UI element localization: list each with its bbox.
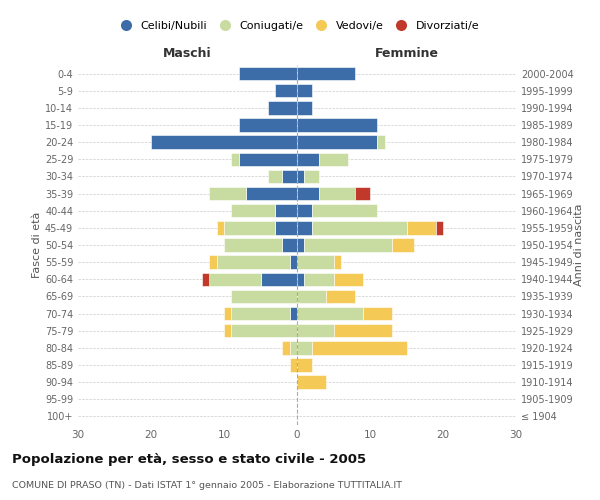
Bar <box>297 376 326 389</box>
Bar <box>283 341 290 354</box>
Bar <box>319 187 355 200</box>
Bar <box>297 152 319 166</box>
Bar <box>224 324 232 338</box>
Bar <box>297 341 311 354</box>
Bar <box>297 136 377 149</box>
Bar <box>202 272 209 286</box>
Bar <box>260 272 297 286</box>
Bar <box>304 238 392 252</box>
Bar <box>275 221 297 234</box>
Bar <box>297 170 304 183</box>
Bar <box>232 307 290 320</box>
Bar <box>304 272 334 286</box>
Bar <box>232 324 297 338</box>
Bar <box>311 204 377 218</box>
Bar <box>232 152 239 166</box>
Bar <box>297 358 311 372</box>
Bar <box>311 341 407 354</box>
Bar <box>297 84 311 98</box>
Bar <box>297 221 311 234</box>
Bar <box>334 272 362 286</box>
Bar <box>355 187 370 200</box>
Bar <box>297 118 377 132</box>
Bar <box>290 256 297 269</box>
Bar <box>217 221 224 234</box>
Bar <box>297 101 311 114</box>
Bar <box>209 272 260 286</box>
Bar <box>297 67 355 80</box>
Bar <box>217 256 290 269</box>
Bar <box>334 256 341 269</box>
Bar <box>326 290 355 303</box>
Bar <box>151 136 297 149</box>
Bar <box>297 256 334 269</box>
Bar <box>209 187 246 200</box>
Bar <box>239 67 297 80</box>
Bar <box>268 101 297 114</box>
Bar <box>224 238 283 252</box>
Bar <box>283 238 297 252</box>
Bar <box>283 170 297 183</box>
Bar <box>239 118 297 132</box>
Bar <box>268 170 283 183</box>
Bar <box>297 204 311 218</box>
Text: Popolazione per età, sesso e stato civile - 2005: Popolazione per età, sesso e stato civil… <box>12 452 366 466</box>
Bar <box>275 84 297 98</box>
Bar <box>304 170 319 183</box>
Bar <box>297 272 304 286</box>
Text: Maschi: Maschi <box>163 47 212 60</box>
Bar <box>232 204 275 218</box>
Bar <box>239 152 297 166</box>
Bar <box>297 307 362 320</box>
Bar <box>297 238 304 252</box>
Bar <box>297 290 326 303</box>
Bar <box>290 341 297 354</box>
Bar <box>334 324 392 338</box>
Bar <box>290 358 297 372</box>
Text: COMUNE DI PRASO (TN) - Dati ISTAT 1° gennaio 2005 - Elaborazione TUTTITALIA.IT: COMUNE DI PRASO (TN) - Dati ISTAT 1° gen… <box>12 480 402 490</box>
Bar <box>377 136 385 149</box>
Bar <box>297 187 319 200</box>
Legend: Celibi/Nubili, Coniugati/e, Vedovi/e, Divorziati/e: Celibi/Nubili, Coniugati/e, Vedovi/e, Di… <box>110 16 484 36</box>
Bar <box>209 256 217 269</box>
Bar <box>246 187 297 200</box>
Bar <box>297 324 334 338</box>
Bar <box>436 221 443 234</box>
Bar <box>407 221 436 234</box>
Y-axis label: Anni di nascita: Anni di nascita <box>574 204 584 286</box>
Bar <box>224 221 275 234</box>
Bar <box>232 290 297 303</box>
Bar <box>392 238 414 252</box>
Bar <box>224 307 232 320</box>
Bar <box>311 221 407 234</box>
Bar <box>290 307 297 320</box>
Bar <box>275 204 297 218</box>
Bar <box>319 152 348 166</box>
Y-axis label: Fasce di età: Fasce di età <box>32 212 42 278</box>
Text: Femmine: Femmine <box>374 47 439 60</box>
Bar <box>362 307 392 320</box>
